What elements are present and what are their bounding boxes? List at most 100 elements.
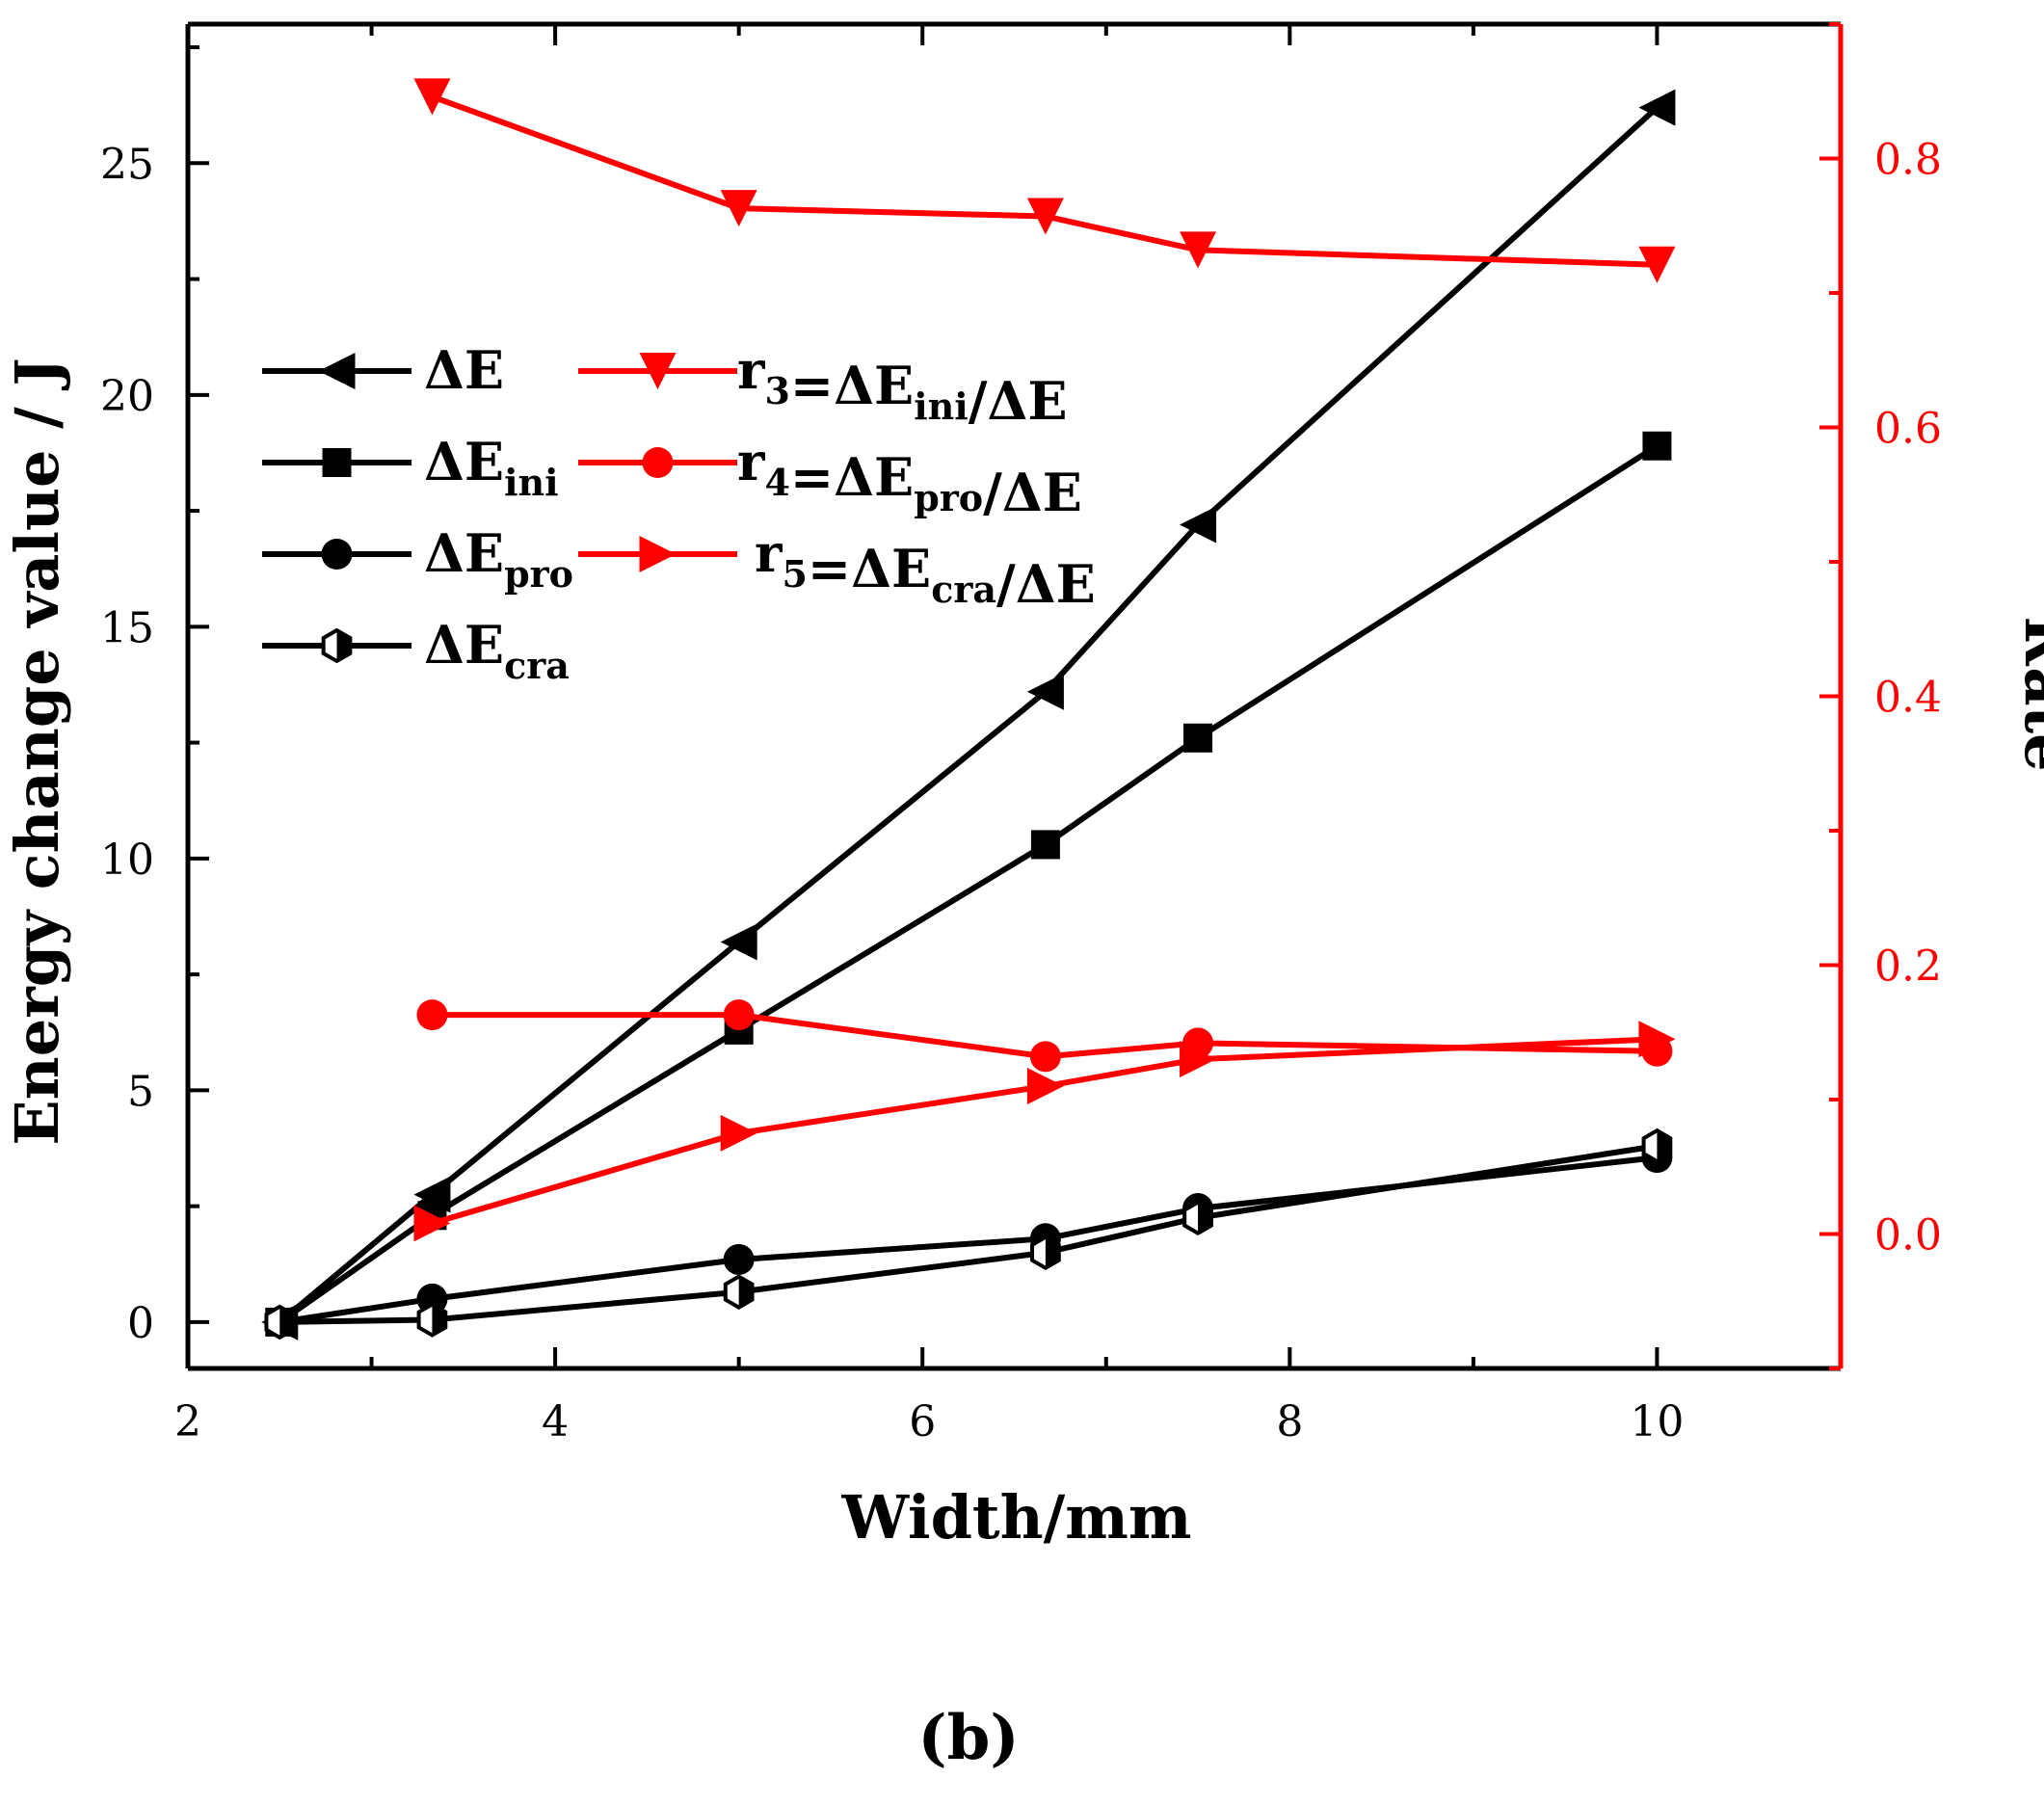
legend-subscript: pro [914, 476, 983, 519]
series-0 [261, 89, 1676, 1340]
x-tick-label: 10 [1630, 1397, 1684, 1447]
legend-marker [639, 353, 677, 389]
series-line [279, 1155, 1658, 1325]
legend-marker [639, 536, 677, 572]
series-3 [264, 1128, 1673, 1340]
legend-label: ΔEpro [424, 522, 573, 596]
x-tick-label: 2 [174, 1397, 201, 1447]
legend-text-part: ΔE [424, 339, 504, 401]
series-6 [413, 1021, 1676, 1242]
marker-fill-half [738, 1276, 753, 1308]
legend-entry-2: ΔEpro [262, 522, 573, 596]
series-line [278, 105, 1659, 1325]
legend-label: ΔE [424, 339, 504, 401]
data-point [1182, 1200, 1213, 1235]
y-tick-label: 5 [127, 1067, 154, 1116]
legend-text-part: r [755, 522, 783, 584]
legend-subscript: pro [504, 552, 573, 596]
series-5 [416, 999, 1673, 1073]
marker-fill-half [1198, 1202, 1211, 1234]
legend-label: r4=ΔEpro/ΔE [737, 431, 1082, 523]
y-axis-title: Energy change value / J [2, 358, 72, 1145]
y2-tick-label: 0.8 [1874, 136, 1942, 185]
data-point [720, 190, 757, 227]
y2-tick-label: 0.0 [1874, 1211, 1942, 1261]
data-point [1642, 431, 1672, 461]
data-point [416, 1302, 448, 1338]
y2-tick-label: 0.2 [1874, 942, 1942, 992]
data-point [1180, 231, 1217, 269]
y-tick-label: 10 [100, 836, 154, 885]
legend-marker [642, 447, 674, 478]
data-point [1026, 198, 1064, 235]
legend-subscript: 4 [764, 461, 789, 504]
series-layer [261, 78, 1676, 1340]
data-point [416, 999, 448, 1031]
legend-subscript: 3 [764, 369, 789, 412]
legend-entry-3: ΔEcra [262, 614, 570, 687]
legend-text-part: /ΔE [983, 462, 1082, 523]
legend-marker [318, 353, 356, 389]
legend-text-part: ΔE [424, 522, 504, 584]
marker-fill-half [279, 1306, 294, 1338]
data-point [413, 78, 451, 116]
data-point [723, 1274, 755, 1310]
x-axis-title: Width/mm [840, 1482, 1191, 1553]
series-line [278, 443, 1659, 1325]
data-point [264, 1304, 296, 1340]
y-tick-label: 15 [100, 603, 154, 652]
y2-axis-title: Rate [2011, 616, 2044, 771]
data-point [723, 1243, 755, 1275]
data-point [1030, 830, 1060, 860]
legend-text-part: ΔE [424, 614, 504, 676]
legend-text-part: /ΔE [996, 553, 1096, 615]
x-tick-label: 6 [909, 1397, 936, 1447]
data-point [723, 999, 755, 1031]
legend-text-part: =ΔE [790, 355, 914, 416]
legend-entry-5: r4=ΔEpro/ΔE [578, 431, 1082, 523]
legend-marker [321, 539, 353, 570]
y-tick-label: 20 [100, 372, 154, 421]
legend-entry-4: r3=ΔEini/ΔE [578, 339, 1068, 432]
legend-entry-0: ΔE [262, 339, 504, 401]
x-tick-label: 8 [1276, 1397, 1303, 1447]
data-point [1638, 1021, 1676, 1058]
legend-text-part: /ΔE [969, 370, 1068, 432]
figure-caption: (b) [917, 1702, 1019, 1774]
legend-entry-6: r5=ΔEcra/ΔE [578, 522, 1096, 615]
legend-text-part: r [737, 431, 765, 492]
data-point [1180, 1041, 1217, 1078]
data-point [1029, 1041, 1061, 1073]
data-point [1030, 1234, 1061, 1271]
legend-label: ΔEini [424, 431, 559, 504]
data-point [1026, 673, 1064, 710]
y-axis-right: 0.0 0.2 0.4 0.6 0.8 [1819, 22, 1942, 1370]
data-point [720, 923, 757, 961]
series-line [431, 93, 1658, 268]
legend-text-part: =ΔE [790, 446, 914, 508]
marker-fill-half [1657, 1130, 1671, 1162]
marker-fill-half [1045, 1236, 1059, 1268]
legend-subscript: cra [504, 644, 570, 687]
data-point [1638, 246, 1676, 283]
data-point [413, 1205, 451, 1242]
legend-label: r3=ΔEini/ΔE [737, 339, 1068, 432]
legend-label: r5=ΔEcra/ΔE [755, 522, 1096, 615]
data-point [1641, 1128, 1673, 1164]
legend: ΔEΔEiniΔEproΔEcrar3=ΔEini/ΔEr4=ΔEpro/ΔEr… [262, 339, 1096, 687]
data-point [720, 1114, 757, 1152]
y2-tick-label: 0.6 [1874, 405, 1942, 454]
series-2 [264, 1142, 1673, 1338]
y-tick-label: 25 [100, 140, 154, 189]
legend-text-part: ΔE [424, 431, 504, 492]
legend-text-part: =ΔE [808, 538, 931, 599]
x-axis: 2 4 6 8 10 [174, 24, 1684, 1447]
legend-marker [322, 448, 352, 477]
marker-fill-half [336, 630, 351, 661]
legend-label: ΔEcra [424, 614, 570, 687]
data-point [1180, 506, 1217, 544]
legend-entry-1: ΔEini [262, 431, 559, 504]
legend-subscript: 5 [782, 552, 807, 596]
